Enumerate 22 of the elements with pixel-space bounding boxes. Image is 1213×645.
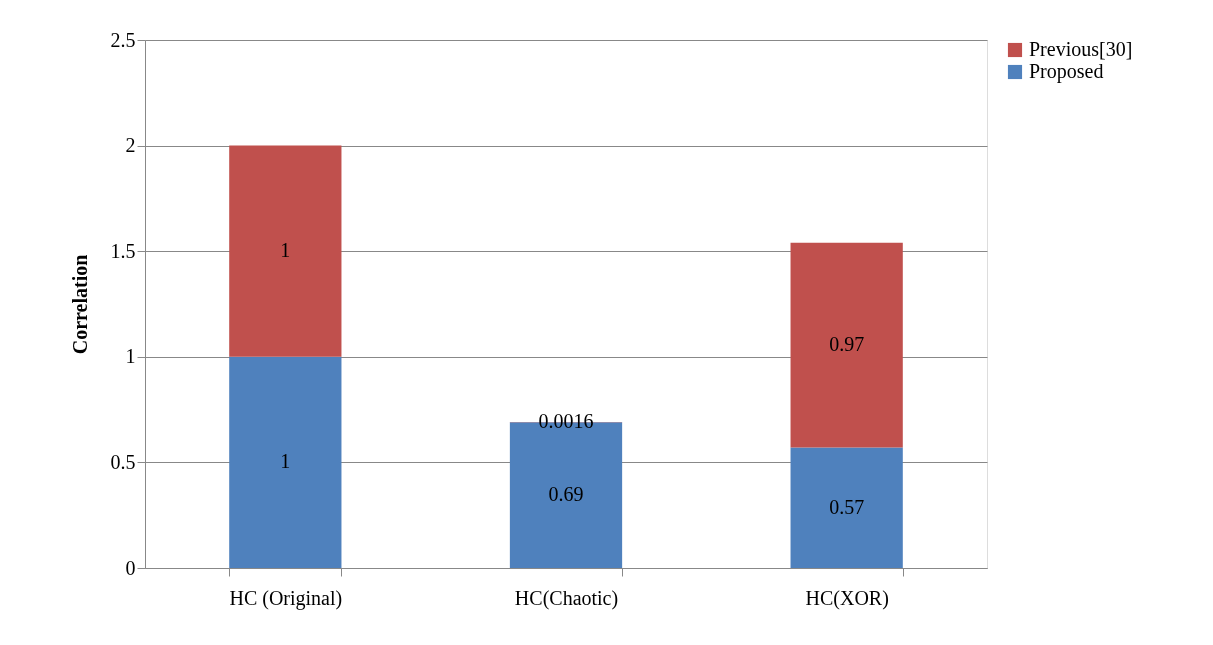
data-label: 0.0016: [538, 410, 594, 433]
x-tick-label: HC (Original): [229, 586, 343, 610]
data-label: 1: [280, 239, 291, 262]
y-tick-label: 0.5: [110, 450, 136, 473]
x-tick-label: HC(XOR): [805, 586, 889, 610]
bar: [229, 356, 342, 568]
data-label: 1: [280, 450, 291, 473]
legend-label: Proposed: [1029, 60, 1104, 83]
y-tick-label: 1.5: [110, 239, 136, 262]
bar: [790, 447, 903, 568]
data-label: 0.97: [829, 333, 865, 356]
bar: [229, 145, 342, 357]
y-tick-label: 1: [125, 345, 136, 368]
legend-label: Previous[30]: [1029, 38, 1133, 60]
y-tick-label: 2.5: [110, 28, 136, 51]
y-axis-title: Correlation: [68, 254, 91, 355]
x-tick-label: HC(Chaotic): [514, 586, 619, 610]
data-label: 0.57: [829, 495, 865, 518]
y-tick-label: 2: [125, 134, 136, 157]
y-tick-label: 0: [125, 556, 136, 579]
data-label: 0.69: [548, 483, 584, 506]
bar: [790, 242, 903, 448]
